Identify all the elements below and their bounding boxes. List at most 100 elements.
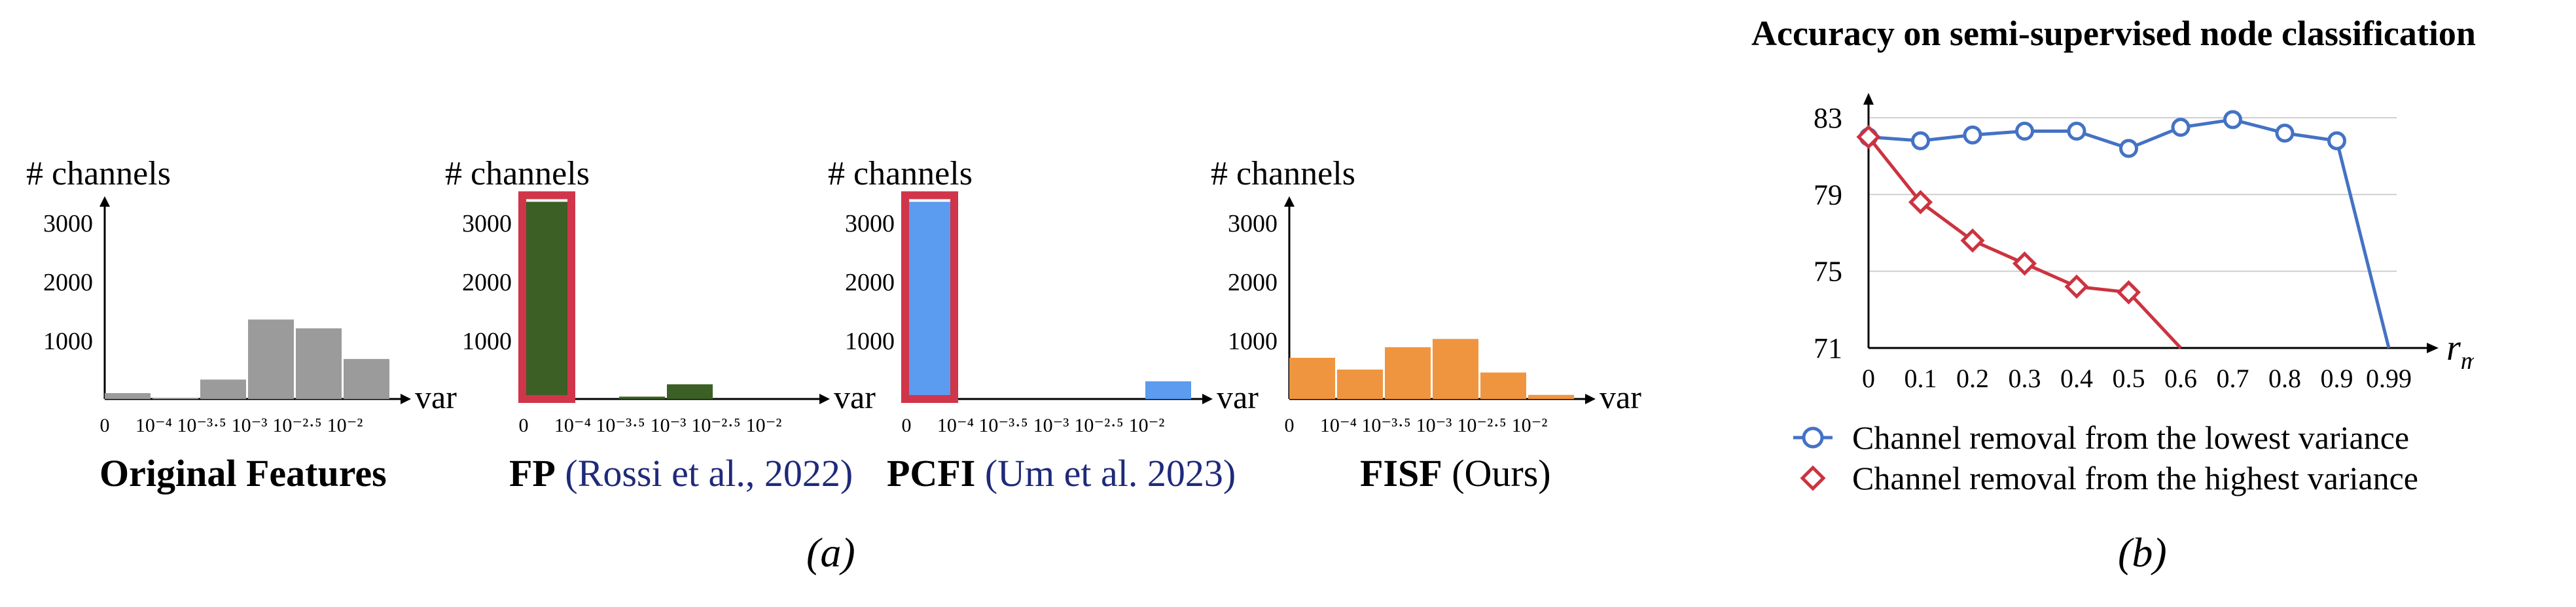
y-tick-label: 1000 [462, 328, 512, 355]
x-tick-label: 0 [100, 415, 110, 436]
data-point [2012, 251, 2037, 276]
bar [344, 358, 389, 399]
caption-fp: FP (Rossi et al., 2022) [509, 452, 853, 494]
bar [667, 384, 713, 399]
x-tick-label: 10⁻⁴ [135, 415, 172, 436]
bar [619, 396, 665, 399]
x-tick-label: 0.4 [2060, 364, 2093, 393]
y-axis-arrow [1284, 196, 1295, 207]
histogram-fisf: # channels var 1000 2000 3000 0 10⁻⁴ 10⁻³·⁵ 10⁻³… [1211, 155, 1641, 436]
x-tick-label: 10⁻³·⁵ [978, 415, 1028, 436]
histogram-pcfi: # channels var 1000 2000 3000 0 10⁻⁴ 10⁻³·⁵ 10⁻³… [828, 155, 1259, 436]
highlight-box [901, 191, 958, 403]
data-point [2275, 123, 2295, 143]
bar [1337, 370, 1383, 399]
x-tick-label: 0.6 [2164, 364, 2197, 393]
x-tick-label: 10⁻²·⁵ [272, 415, 321, 436]
histogram-original: # channels var 1000 2000 3000 0 10⁻⁴ 10⁻³·⁵ 10⁻³… [26, 155, 457, 436]
y-tick-label: 79 [1814, 179, 1842, 211]
line-chart-title: Accuracy on semi-supervised node classif… [1751, 14, 2476, 53]
caption-pcfi: PCFI (Um et al. 2023) [887, 452, 1236, 494]
panel-label-a: (a) [806, 529, 855, 576]
x-axis-label: var [1600, 379, 1641, 415]
x-tick-label: 10⁻²·⁵ [1074, 415, 1123, 436]
x-axis-label: var [834, 379, 876, 415]
x-tick-label: 10⁻³·⁵ [1361, 415, 1410, 436]
x-axis-arrow [401, 394, 411, 404]
data-point [2327, 131, 2346, 150]
x-tick-label: 0.3 [2009, 364, 2041, 393]
data-point [2223, 110, 2242, 130]
data-point [1960, 228, 1985, 253]
data-point [1911, 131, 1930, 150]
bar [1433, 339, 1478, 399]
x-tick-label: 0.8 [2268, 364, 2301, 393]
bar [152, 398, 198, 399]
data-point [2064, 274, 2089, 299]
y-axis-label: # channels [26, 155, 171, 192]
bar [906, 201, 952, 399]
x-tick-label: 10⁻³·⁵ [177, 415, 226, 436]
data-point [2015, 122, 2034, 141]
caption-original: Original Features [99, 452, 387, 494]
x-axis-arrow [819, 394, 830, 404]
y-tick-label: 1000 [845, 328, 895, 355]
bar [248, 319, 294, 399]
x-tick-label: 0 [519, 415, 529, 436]
y-tick-label: 1000 [43, 328, 93, 355]
data-point [2171, 118, 2191, 137]
bar [1145, 381, 1191, 399]
legend-item-lowest: Channel removal from the lowest variance [1793, 419, 2409, 457]
x-tick-label: 0.7 [2217, 364, 2249, 393]
bar [296, 328, 342, 399]
x-tick-label: 0.1 [1905, 364, 1937, 393]
bar [1385, 347, 1431, 399]
x-tick-label: 0.99 [2366, 364, 2412, 393]
y-axis-label: # channels [445, 155, 590, 192]
x-tick-label: 10⁻² [327, 415, 363, 436]
x-tick-label: 10⁻³·⁵ [596, 415, 645, 436]
x-tick-label: 10⁻²·⁵ [691, 415, 740, 436]
data-point [1908, 190, 1933, 215]
x-axis-label: var [415, 379, 457, 415]
data-point [2119, 139, 2138, 158]
x-tick-label: 10⁻⁴ [1320, 415, 1357, 436]
y-tick-label: 3000 [845, 210, 895, 237]
bar [1528, 394, 1574, 399]
y-tick-label: 83 [1814, 102, 1842, 134]
x-axis-arrow [2427, 343, 2439, 353]
y-tick-label: 2000 [462, 269, 512, 296]
legend-circle-marker [1793, 426, 1833, 449]
legend-diamond-marker [1800, 465, 1826, 491]
y-tick-label: 2000 [43, 269, 93, 296]
y-tick-label: 71 [1814, 332, 1842, 364]
x-tick-label: 10⁻³ [1033, 415, 1069, 436]
x-tick-label: 0 [902, 415, 912, 436]
legend-label-highest: Channel removal from the highest varianc… [1852, 460, 2418, 496]
bar [1480, 372, 1526, 399]
y-tick-label: 1000 [1228, 328, 1278, 355]
y-tick-label: 3000 [1228, 210, 1278, 237]
x-axis-arrow [1202, 394, 1213, 404]
histogram-fp: # channels var 1000 2000 3000 0 10⁻⁴ 10⁻³·⁵ 10⁻³… [445, 155, 876, 436]
y-axis-label: # channels [1211, 155, 1355, 192]
x-tick-label: 0 [1862, 364, 1875, 393]
x-axis-arrow [1585, 394, 1596, 404]
bar [1289, 358, 1335, 399]
caption-fisf: FISF (Ours) [1360, 452, 1551, 494]
x-tick-label: 10⁻² [1512, 415, 1548, 436]
x-tick-label: 10⁻⁴ [937, 415, 974, 436]
x-tick-label: 10⁻⁴ [554, 415, 591, 436]
x-tick-label: 10⁻² [1129, 415, 1165, 436]
x-tick-label: 0.9 [2321, 364, 2353, 393]
x-tick-label: 10⁻² [746, 415, 782, 436]
y-axis-arrow [99, 196, 110, 207]
y-tick-label: 3000 [462, 210, 512, 237]
y-tick-label: 75 [1814, 256, 1842, 288]
y-axis-label: # channels [828, 155, 973, 192]
x-tick-label: 10⁻³ [232, 415, 268, 436]
y-tick-label: 3000 [43, 210, 93, 237]
y-tick-label: 2000 [1228, 269, 1278, 296]
series-line [1867, 135, 2182, 349]
highlight-box [518, 191, 575, 403]
